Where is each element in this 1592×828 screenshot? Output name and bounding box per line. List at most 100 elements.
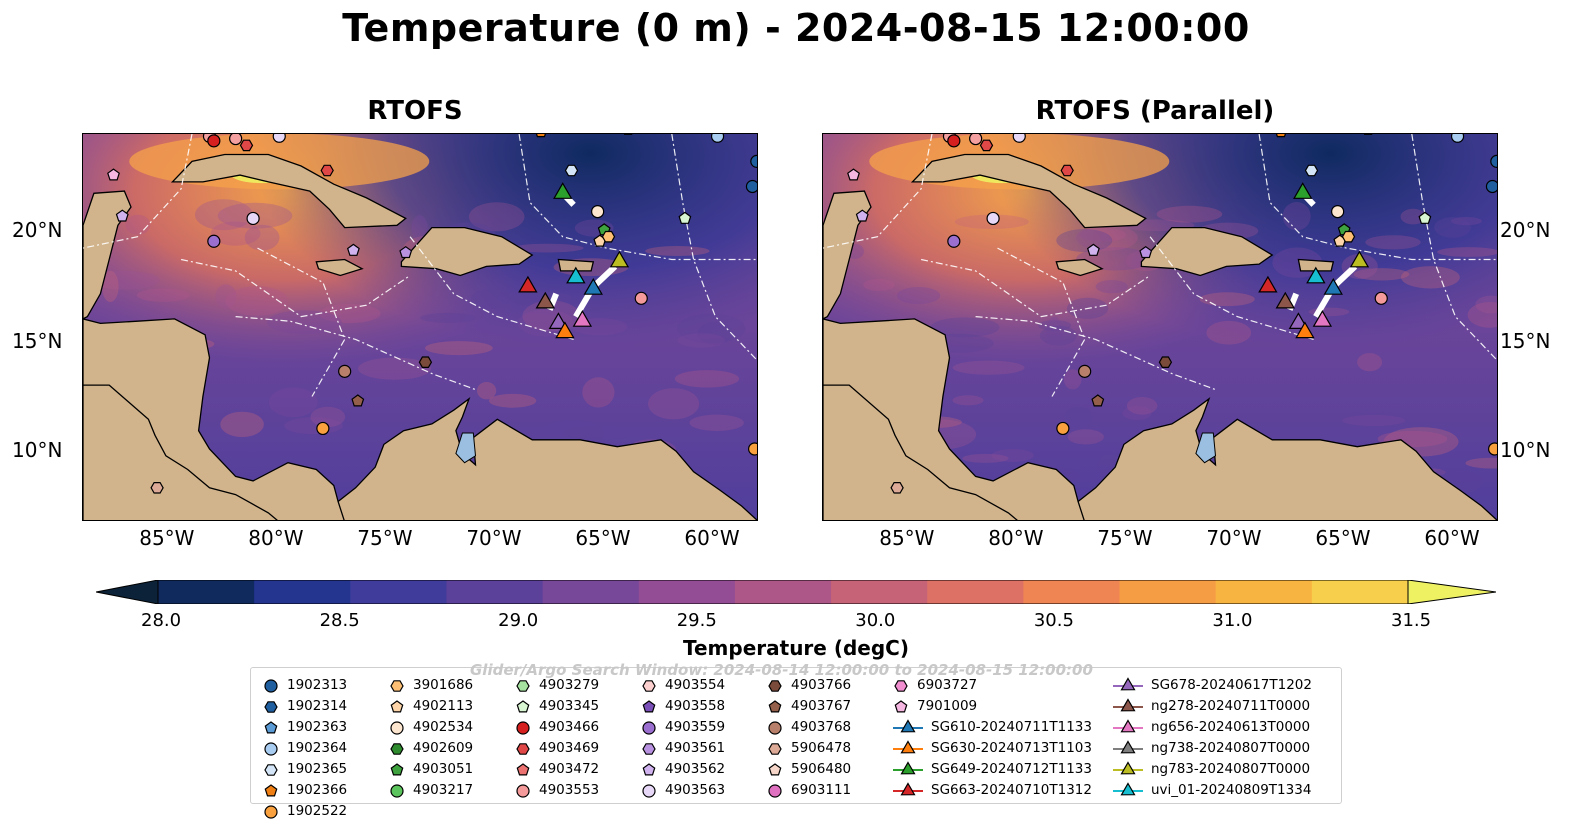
glider-marker bbox=[1275, 291, 1296, 309]
legend-marker-icon bbox=[390, 783, 404, 798]
legend-entry: 4903553 bbox=[515, 779, 599, 800]
legend-marker-icon bbox=[390, 699, 404, 712]
legend-marker bbox=[264, 783, 278, 796]
colorbar-extend-max bbox=[1407, 579, 1497, 605]
legend-entry: SG649-20240712T1133 bbox=[893, 758, 1092, 779]
legend-marker-icon bbox=[894, 679, 908, 692]
panel-title-rtofs-parallel: RTOFS (Parallel) bbox=[1035, 96, 1275, 126]
legend-label: 4902113 bbox=[413, 697, 474, 714]
eez-boundary bbox=[518, 134, 757, 261]
legend-entry: 7901009 bbox=[893, 695, 1092, 716]
glider-marker bbox=[555, 321, 575, 339]
legend-label: SG678-20240617T1202 bbox=[1151, 676, 1312, 693]
eez-boundary bbox=[1149, 236, 1314, 340]
glider-marker bbox=[518, 275, 538, 293]
argo-float-marker bbox=[207, 234, 221, 248]
colorbar-extend-min bbox=[95, 579, 159, 605]
argo-float-marker bbox=[272, 134, 286, 143]
legend-label: 1902366 bbox=[287, 781, 348, 798]
legend-marker bbox=[642, 742, 656, 755]
land-puertorico bbox=[557, 258, 595, 272]
legend-label: ng278-20240711T0000 bbox=[1151, 697, 1311, 714]
legend-marker bbox=[768, 783, 782, 798]
legend-entry: 4903472 bbox=[515, 758, 599, 779]
legend-label: 4903766 bbox=[791, 676, 852, 693]
land-cuba bbox=[170, 153, 407, 229]
legend-entry: 1902366 bbox=[263, 779, 347, 800]
colorbar-tick-label: 29.5 bbox=[676, 610, 717, 631]
legend-entry: 4903558 bbox=[641, 695, 725, 716]
eez-boundary bbox=[920, 258, 1151, 318]
legend-entry: 1902313 bbox=[263, 674, 347, 695]
eez-boundary bbox=[1411, 134, 1497, 361]
legend-entry: 1902314 bbox=[263, 695, 347, 716]
legend-label: 1902363 bbox=[287, 718, 348, 735]
legend-entry: 1902364 bbox=[263, 737, 347, 758]
legend-label: 6903111 bbox=[791, 781, 852, 798]
legend-marker bbox=[390, 699, 404, 712]
legend-entry: 4903767 bbox=[767, 695, 851, 716]
legend-label: 7901009 bbox=[917, 697, 978, 714]
glider-marker bbox=[609, 250, 630, 268]
eez-boundary bbox=[997, 247, 1086, 397]
legend-marker-icon bbox=[768, 720, 782, 735]
legend-entry: 4903559 bbox=[641, 716, 725, 737]
colorbar bbox=[95, 579, 1497, 605]
legend-marker-icon bbox=[516, 742, 530, 755]
legend-entry: 6903111 bbox=[767, 779, 851, 800]
colorbar-tick-label: 30.0 bbox=[855, 610, 896, 631]
legend-marker bbox=[390, 742, 404, 755]
legend-label: 4903279 bbox=[539, 676, 600, 693]
legend-marker bbox=[390, 762, 404, 775]
argo-float-marker bbox=[246, 211, 260, 226]
legend-label: 3901686 bbox=[413, 676, 474, 693]
lon-label: 80°W bbox=[988, 526, 1044, 550]
legend-label: 4902609 bbox=[413, 739, 474, 756]
legend-marker-icon bbox=[893, 718, 923, 732]
legend-marker-icon bbox=[264, 678, 278, 693]
legend-marker-icon bbox=[893, 739, 923, 753]
colorbar-segment bbox=[831, 580, 928, 604]
legend-label: 4902534 bbox=[413, 718, 474, 735]
glider-marker bbox=[553, 182, 573, 199]
legend-label: 4903553 bbox=[539, 781, 600, 798]
legend-marker-icon bbox=[642, 783, 656, 798]
argo-float-marker bbox=[947, 134, 961, 148]
legend-marker bbox=[1120, 739, 1136, 753]
legend-marker-icon bbox=[768, 679, 782, 692]
land-jamaica bbox=[315, 258, 364, 277]
legend-marker-icon bbox=[642, 720, 656, 735]
legend-label: ng656-20240613T0000 bbox=[1151, 718, 1311, 735]
land-hispaniola bbox=[1140, 226, 1274, 277]
legend-label: ng783-20240807T0000 bbox=[1151, 760, 1311, 777]
lon-label: 65°W bbox=[575, 526, 631, 550]
argo-float-marker bbox=[320, 164, 334, 177]
lat-label-15n-left: 15°N bbox=[12, 329, 63, 353]
glider-marker bbox=[1306, 266, 1326, 284]
legend-marker-icon bbox=[264, 700, 278, 713]
legend-marker bbox=[900, 781, 916, 795]
legend-label: 4903562 bbox=[665, 760, 726, 777]
eez-boundary bbox=[671, 134, 757, 361]
colorbar-segment bbox=[638, 580, 736, 604]
argo-float-marker bbox=[601, 230, 616, 243]
legend-label: 4903472 bbox=[539, 760, 600, 777]
glider-marker bbox=[1258, 275, 1278, 293]
argo-float-marker bbox=[847, 168, 860, 181]
colorbar-tick-label: 31.5 bbox=[1391, 610, 1432, 631]
argo-float-marker bbox=[239, 139, 254, 152]
legend-marker-icon bbox=[768, 783, 782, 798]
argo-float-marker bbox=[399, 245, 413, 259]
figure-title: Temperature (0 m) - 2024-08-15 12:00:00 bbox=[342, 6, 1250, 50]
argo-float-marker bbox=[750, 154, 757, 168]
colorbar-tick-label: 28.0 bbox=[141, 610, 182, 631]
legend-marker-icon bbox=[516, 783, 530, 798]
glider-marker bbox=[1349, 250, 1370, 268]
legend-label: 4903558 bbox=[665, 697, 726, 714]
argo-float-marker bbox=[1158, 356, 1173, 368]
legend-marker bbox=[642, 783, 656, 798]
legend-marker bbox=[894, 679, 908, 692]
watermark-text: Glider/Argo Search Window: 2024-08-14 12… bbox=[470, 661, 1093, 679]
legend-label: 1902365 bbox=[287, 760, 348, 777]
legend-entry: ng656-20240613T0000 bbox=[1113, 716, 1312, 737]
